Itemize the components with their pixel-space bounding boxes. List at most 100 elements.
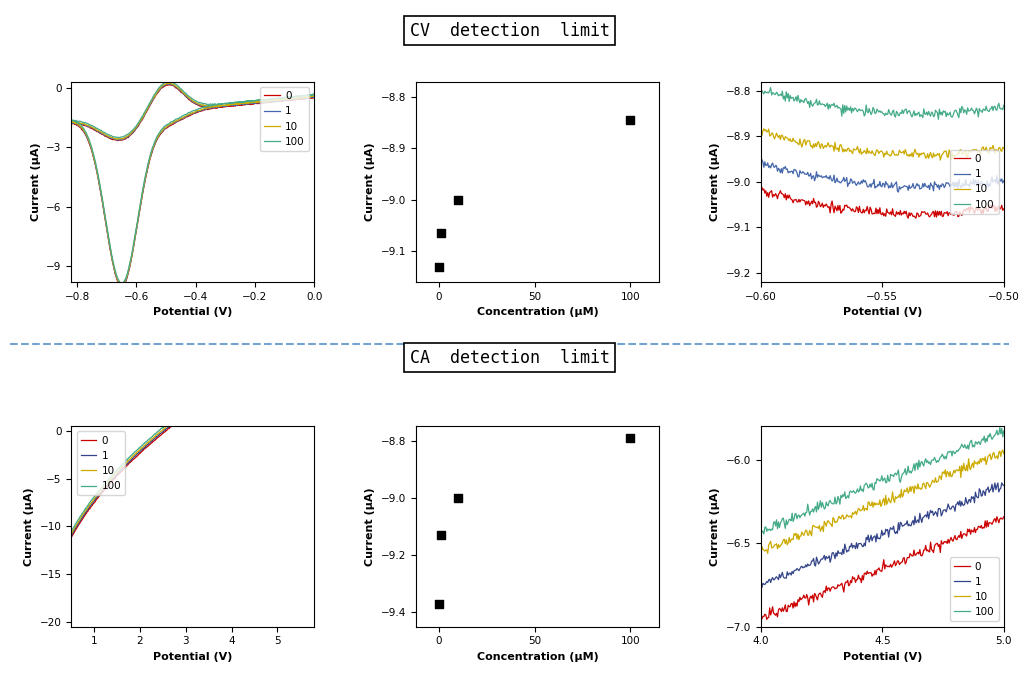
- 100: [764, 84, 776, 92]
- Point: [433, 530, 449, 541]
- 1: [197, 397, 209, 405]
- 0: [308, 331, 320, 339]
- 0: [222, 102, 234, 110]
- 10: [88, 151, 100, 159]
- 100: [182, 404, 195, 412]
- 0: [190, 100, 202, 108]
- X-axis label: Concentration (μM): Concentration (μM): [477, 652, 598, 662]
- 100: [896, 470, 908, 478]
- 10: [987, 449, 1000, 457]
- 10: [182, 406, 195, 414]
- 1: [182, 408, 195, 416]
- 10: [755, 123, 767, 131]
- 0: [990, 513, 1003, 521]
- X-axis label: Potential (V): Potential (V): [843, 307, 922, 317]
- 1: [88, 151, 100, 159]
- 100: [303, 328, 315, 336]
- 0: [303, 334, 315, 342]
- 1: [856, 542, 868, 550]
- 10: [795, 140, 807, 148]
- Point: [433, 227, 449, 238]
- 1: [998, 177, 1010, 185]
- 0: [109, 136, 121, 144]
- 1: [147, 95, 159, 103]
- Legend: 0, 1, 10, 100: 0, 1, 10, 100: [950, 150, 999, 214]
- 0: [910, 214, 922, 222]
- Point: [450, 492, 467, 503]
- Line: 1: 1: [761, 483, 1004, 588]
- Line: 0: 0: [71, 85, 314, 286]
- 0: [163, 81, 175, 89]
- 0: [998, 513, 1010, 521]
- 100: [88, 149, 100, 157]
- Point: [450, 194, 467, 205]
- 100: [183, 108, 196, 116]
- 0: [264, 355, 276, 364]
- 1: [896, 522, 908, 530]
- Line: 100: 100: [71, 329, 314, 531]
- Y-axis label: Current (μA): Current (μA): [24, 487, 34, 566]
- 1: [853, 539, 865, 548]
- 10: [109, 134, 121, 142]
- Line: 10: 10: [761, 127, 1004, 160]
- Y-axis label: Current (μA): Current (μA): [366, 487, 375, 566]
- 0: [852, 571, 864, 580]
- 0: [924, 211, 936, 219]
- 10: [755, 551, 767, 559]
- 1: [190, 99, 202, 108]
- Line: 10: 10: [761, 450, 1004, 555]
- 10: [922, 481, 934, 489]
- 1: [109, 136, 121, 144]
- 0: [989, 202, 1002, 210]
- 1: [856, 179, 868, 187]
- 0: [308, 93, 320, 101]
- 0: [88, 153, 100, 161]
- 10: [922, 154, 934, 162]
- 10: [210, 386, 222, 394]
- 10: [998, 449, 1010, 458]
- X-axis label: Potential (V): Potential (V): [153, 652, 232, 662]
- 10: [303, 330, 315, 338]
- 10: [65, 530, 77, 538]
- 1: [756, 155, 768, 163]
- 1: [853, 180, 865, 188]
- 100: [210, 384, 222, 392]
- 10: [190, 98, 202, 106]
- Legend: 0, 1, 10, 100: 0, 1, 10, 100: [260, 87, 309, 151]
- Point: [622, 432, 638, 443]
- Point: [622, 115, 638, 126]
- 1: [160, 80, 172, 88]
- 1: [222, 101, 234, 110]
- 100: [853, 487, 865, 495]
- 100: [147, 92, 159, 100]
- 100: [856, 485, 868, 493]
- 0: [987, 516, 1000, 524]
- 1: [755, 160, 767, 168]
- 10: [852, 146, 864, 154]
- Text: CA  detection  limit: CA detection limit: [410, 349, 609, 366]
- Line: 100: 100: [761, 428, 1004, 534]
- 100: [989, 106, 1002, 114]
- 0: [856, 209, 868, 217]
- 0: [65, 533, 77, 541]
- X-axis label: Potential (V): Potential (V): [843, 652, 922, 662]
- Y-axis label: Current (μA): Current (μA): [31, 142, 41, 221]
- 100: [932, 115, 945, 123]
- 100: [988, 431, 1001, 439]
- 1: [893, 188, 905, 196]
- Line: 10: 10: [71, 331, 314, 534]
- 100: [755, 86, 767, 95]
- 100: [109, 133, 121, 141]
- 1: [210, 388, 222, 396]
- 100: [853, 105, 865, 113]
- Point: [431, 598, 447, 609]
- 1: [264, 353, 276, 362]
- Line: 0: 0: [761, 517, 1004, 621]
- 0: [896, 209, 908, 217]
- 100: [755, 528, 767, 537]
- 1: [303, 332, 315, 340]
- 10: [222, 101, 234, 109]
- 1: [115, 281, 127, 289]
- 0: [182, 409, 195, 417]
- 10: [896, 486, 908, 494]
